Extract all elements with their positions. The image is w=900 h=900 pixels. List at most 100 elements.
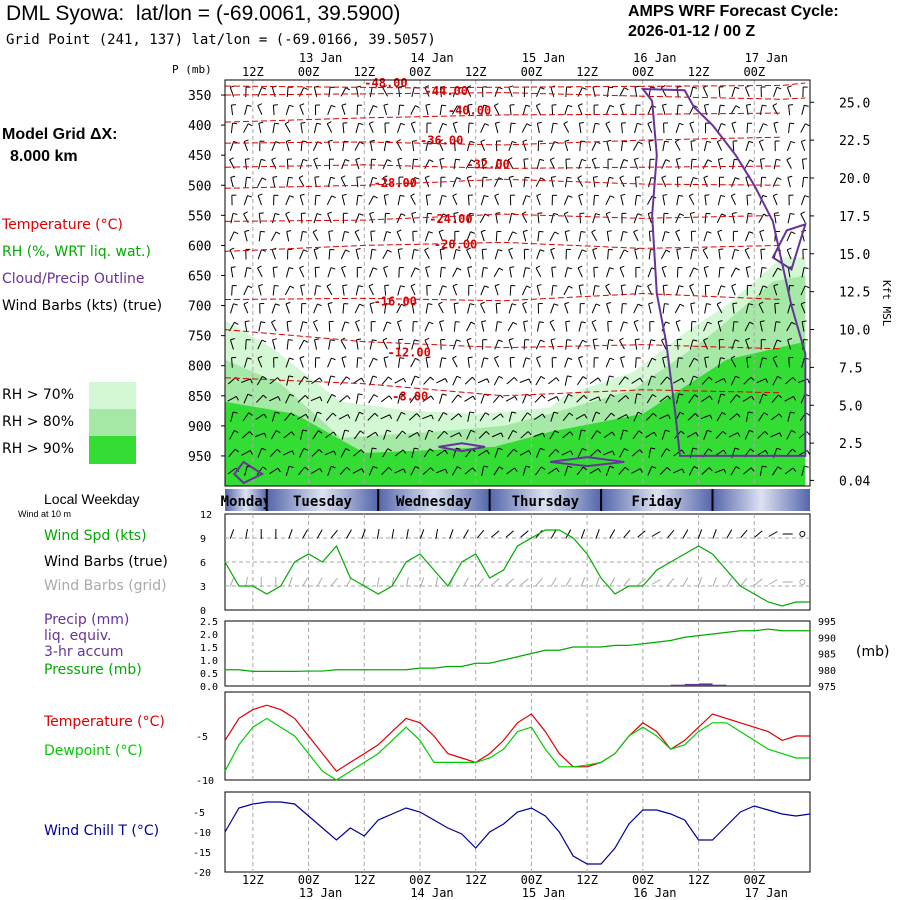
wind-barb-flag [358,213,364,216]
wind-barb-staff [494,448,499,458]
wind-barb [311,377,323,385]
wind-barb [466,175,472,188]
wind-barb-flag [285,301,291,305]
wind-barb [229,85,235,97]
wind-barb-flag [703,175,709,179]
wind-barb-staff [523,339,526,350]
wind-barb-flag [554,430,559,434]
wind-barb-staff [714,468,725,474]
surface-wind-barb [376,576,380,588]
calm-wind-marker [799,579,806,585]
wind-barb [593,104,599,116]
wind-barb-flag [679,122,684,126]
wind-barb [355,157,361,170]
temperature-contour [224,82,806,89]
wind-barb [800,301,806,314]
wind-barb [606,230,612,242]
wind-barb-flag [619,175,624,179]
wind-barb [356,357,363,368]
wind-barb-staff [690,303,694,314]
temperature-contour-label: -20.00 [434,237,477,251]
wind-barb-staff [328,231,331,242]
wind-barb [368,357,378,368]
wind-barb-staff [757,431,766,439]
wind-barb-flag [609,465,615,469]
wind-barb-flag [359,411,364,415]
wind-barb [563,285,573,296]
wind-barb-flag [678,357,683,359]
wind-barb-staff [647,105,653,115]
wind-barb [551,122,558,134]
wind-barb-staff [801,357,805,368]
top-date-label: 17 Jan [745,51,788,65]
bottom-hour-label: 00Z [521,873,543,887]
wind-barb-staff [536,195,541,206]
wind-barb [370,230,376,242]
wind-barb-staff [269,467,279,475]
wind-barb [620,429,628,440]
wind-barb [272,122,280,134]
wind-barb-flag [566,176,572,179]
wind-barb-flag [611,431,616,436]
wind-barb [717,393,726,404]
wind-barb [340,249,350,260]
wind-barb-flag [500,413,504,418]
wind-barb [477,378,490,384]
wind-barb-flag [750,376,755,381]
wind-barb-flag [678,393,684,396]
wind-barb-flag [735,177,740,180]
wind-barb [324,450,337,456]
wind-barb-flag [570,450,574,456]
wind-barb [578,429,586,440]
wind-barb [257,177,267,187]
wind-barb-staff [411,303,415,314]
wind-barb-staff [272,213,276,224]
wind-barb [703,429,712,440]
wind-barb [452,177,462,188]
wind-barb [495,230,502,242]
wind-barb-staff [564,466,569,476]
pressure-tick-label: 985 [818,650,836,661]
wind-barb [341,429,350,440]
wind-barb [492,394,504,403]
wind-barb-flag [718,157,723,160]
wind-barb-staff [787,213,791,224]
wind-barb-flag [469,411,475,414]
wind-barb-staff [425,195,429,206]
wind-barb-flag [577,175,582,179]
wind-barb [648,139,654,152]
wind-barb-staff [481,105,485,116]
wind-barb [536,193,542,206]
wind-barb-flag [702,247,708,251]
wind-barb-staff [672,468,683,474]
weekday-label: Tuesday [293,494,353,510]
wind-barb [770,432,783,438]
wind-barb [369,267,378,278]
wind-barb [425,265,431,278]
wind-barb-flag [466,337,472,341]
wind-barb [257,447,267,458]
wind-barb [564,267,572,278]
wind-barb-staff [674,141,681,151]
wind-barb-staff [440,87,442,98]
wind-barb-flag [438,139,444,143]
wind-barb [450,413,462,421]
wind-barb-flag [425,356,431,359]
wind-barb-staff [730,375,736,386]
wind-barb-staff [522,231,527,242]
wind-barb [773,86,782,97]
wind-barb [383,265,389,278]
wind-barb-flag [400,393,405,396]
wind-barb-staff [578,123,582,134]
top-date-label: 14 Jan [410,51,453,65]
wind-barb [523,248,529,260]
wind-barb-staff [297,413,307,420]
wind-barb [759,320,765,332]
wind-barb [452,121,458,134]
wind-barb-flag [230,85,235,88]
wind-barb-staff [310,467,321,474]
wind-barb-staff [285,303,290,314]
wind-barb-flag [650,339,656,342]
wind-barb [438,213,448,224]
pressure-tick-label: 750 [188,330,211,345]
